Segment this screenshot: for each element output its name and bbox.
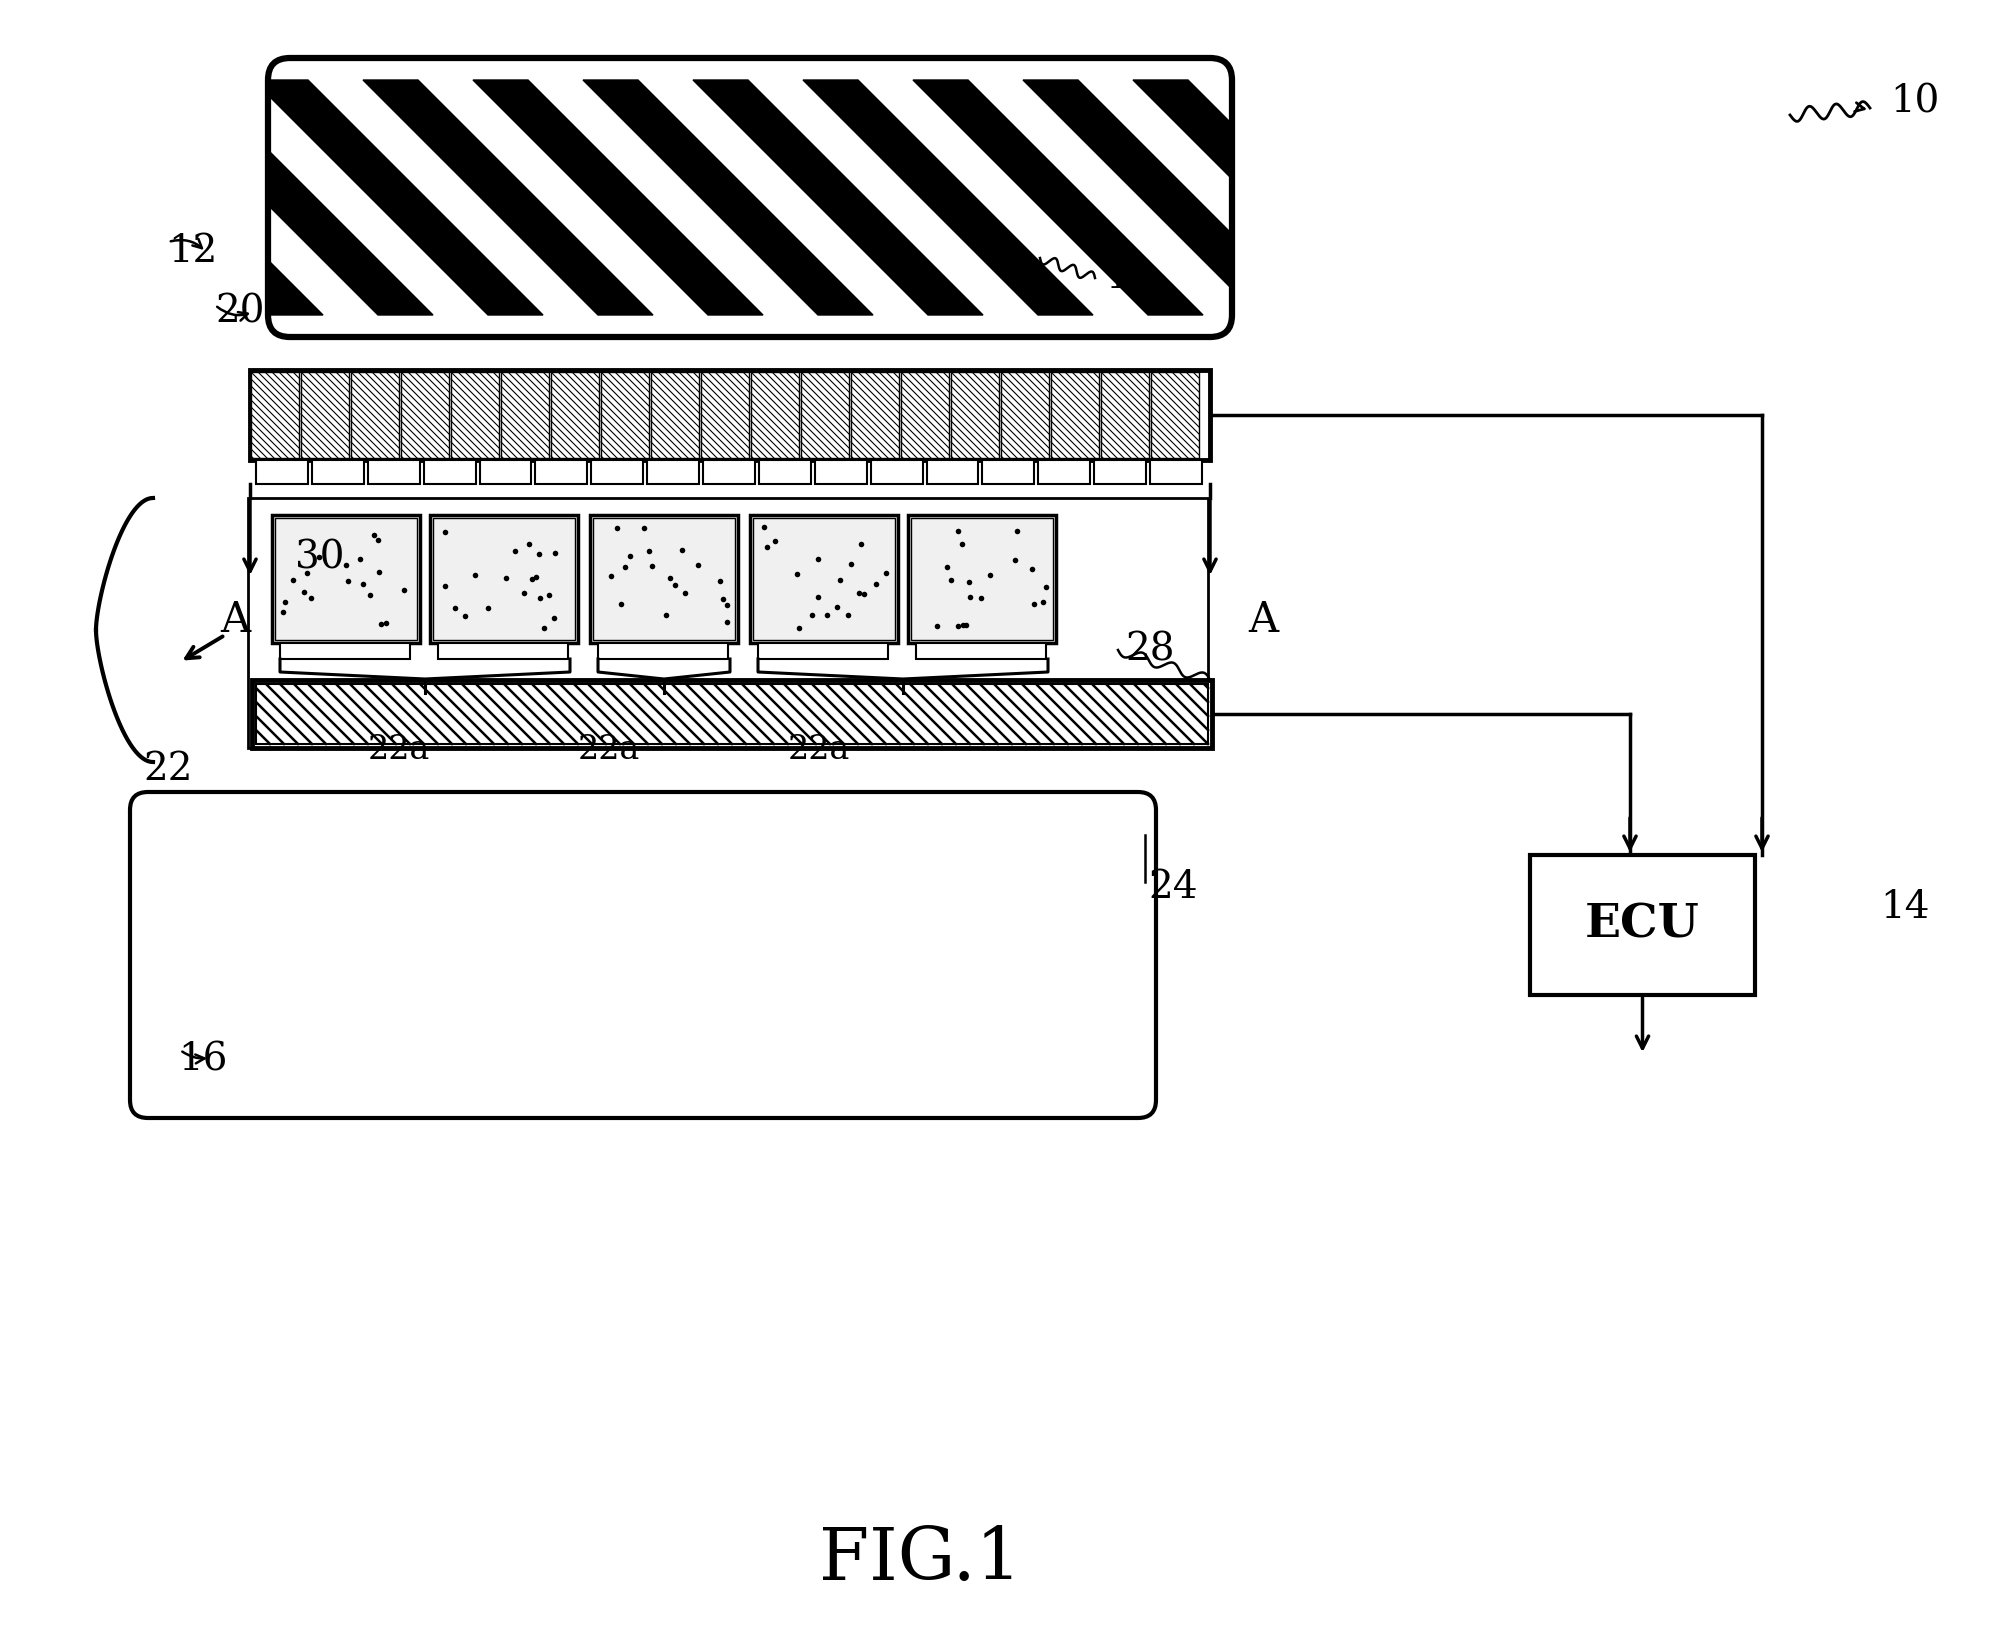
Bar [252,680,1211,747]
Bar [256,685,1207,744]
Text: 22a: 22a [577,734,639,766]
Bar [430,515,577,644]
Polygon shape [1572,79,1862,315]
Polygon shape [1463,79,1752,315]
Bar [871,460,923,483]
Bar [927,460,977,483]
Bar [276,518,418,640]
Bar [593,518,735,640]
Polygon shape [1243,79,1532,315]
Polygon shape [1133,79,1423,315]
Bar [1001,371,1049,459]
Bar [424,460,476,483]
Text: ECU: ECU [1584,903,1698,949]
Bar [1037,460,1089,483]
Text: 10: 10 [1888,84,1938,120]
Text: 28: 28 [1125,632,1175,668]
Bar [749,515,897,644]
Bar [280,644,410,658]
Bar [981,460,1033,483]
Polygon shape [364,79,653,315]
Polygon shape [34,79,324,315]
Bar [250,370,1209,460]
Text: A: A [1247,599,1277,640]
Bar [312,460,364,483]
Bar [901,371,949,459]
Bar [1093,460,1145,483]
Bar [751,371,799,459]
Text: 30: 30 [296,540,344,576]
Polygon shape [1353,79,1642,315]
Text: 14: 14 [1878,889,1928,927]
Bar [402,371,450,459]
Bar [815,460,867,483]
Polygon shape [803,79,1093,315]
Bar [551,371,599,459]
Bar [1528,855,1754,995]
Polygon shape [474,79,763,315]
Bar [591,460,643,483]
Bar [1101,371,1149,459]
Bar [1151,371,1199,459]
Text: 22a: 22a [368,734,430,766]
Bar [438,644,567,658]
Polygon shape [254,79,543,315]
Bar [701,371,749,459]
Bar [434,518,575,640]
Bar [757,644,887,658]
Bar [801,371,849,459]
Bar [368,460,420,483]
Bar [597,644,727,658]
Text: 20: 20 [216,294,264,330]
Polygon shape [583,79,873,315]
Bar [480,460,531,483]
Polygon shape [913,79,1203,315]
Bar [911,518,1053,640]
Bar [1051,371,1099,459]
Text: 16: 16 [178,1041,228,1079]
FancyBboxPatch shape [130,792,1155,1119]
Bar [851,371,899,459]
Text: 18: 18 [1105,259,1153,297]
Text: 24: 24 [1147,870,1197,906]
Bar [601,371,649,459]
FancyBboxPatch shape [268,58,1231,337]
Bar [759,460,811,483]
Text: A: A [220,599,250,640]
Bar [703,460,755,483]
Bar [951,371,999,459]
Bar [651,371,699,459]
Bar [452,371,500,459]
Polygon shape [1023,79,1313,315]
Polygon shape [144,79,434,315]
Bar [256,460,308,483]
Bar [647,460,699,483]
Text: FIG.1: FIG.1 [819,1525,1021,1596]
Bar [753,518,895,640]
Bar [915,644,1045,658]
Text: 12: 12 [168,234,218,271]
Bar [352,371,400,459]
Bar [501,371,549,459]
Polygon shape [693,79,983,315]
Bar [907,515,1055,644]
Bar [302,371,350,459]
Bar [248,498,1207,747]
Bar [589,515,737,644]
Text: 22: 22 [144,751,192,789]
Bar [535,460,587,483]
Bar [252,371,300,459]
Bar [1149,460,1201,483]
Text: 22a: 22a [787,734,849,766]
Bar [272,515,420,644]
